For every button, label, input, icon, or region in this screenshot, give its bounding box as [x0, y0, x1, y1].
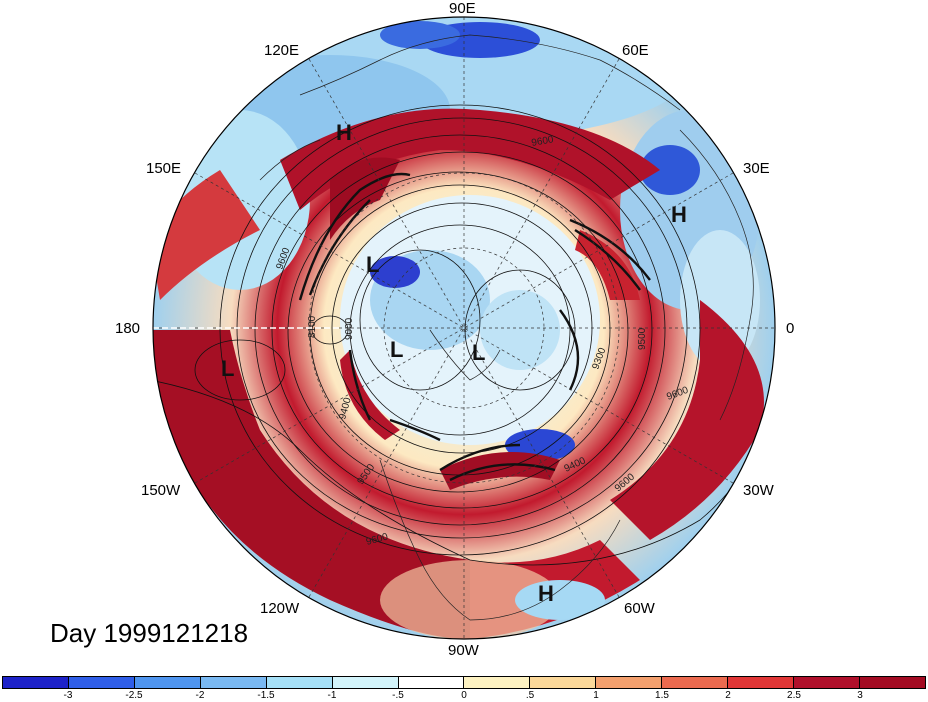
longitude-label-30e: 30E — [743, 160, 770, 177]
longitude-label-60w: 60W — [624, 600, 655, 617]
colorbar-cell — [728, 677, 795, 688]
graticule — [153, 17, 775, 639]
pressure-center-h-siberia: H — [336, 120, 352, 145]
colorbar-label: 1.5 — [655, 690, 669, 701]
colorbar-cell — [398, 677, 465, 688]
longitude-label-90e: 90E — [449, 0, 476, 17]
contour-label: 9600 — [531, 134, 555, 149]
colorbar — [2, 676, 926, 689]
pressure-center-h-europe: H — [671, 202, 687, 227]
longitude-label-120e: 120E — [264, 42, 300, 59]
jet-stream-contours — [298, 172, 651, 482]
colorbar-label: -2 — [195, 690, 205, 701]
colorbar-label: 2 — [725, 690, 731, 701]
colorbar-labels: -3 -2.5 -2 -1.5 -1 -.5 0 .5 1 1.5 2 2.5 3 — [0, 690, 928, 702]
contour-label: 9000 — [344, 317, 355, 340]
colorbar-label: .5 — [525, 690, 535, 701]
longitude-label-120w: 120W — [260, 600, 300, 617]
colorbar-label: 1 — [593, 690, 599, 701]
coastlines — [259, 34, 754, 621]
pressure-center-h-south-america: H — [538, 581, 554, 606]
pressure-center-l-arctic-2: L — [472, 340, 485, 365]
colorbar-cell — [68, 677, 135, 688]
contour-label: 9500 — [637, 327, 648, 350]
colorbar-cell — [464, 677, 531, 688]
map-title: Day 1999121218 — [50, 618, 249, 648]
colorbar-cell — [662, 677, 729, 688]
colorbar-cell — [332, 677, 399, 688]
colorbar-cell — [859, 677, 925, 688]
colorbar-label: 2.5 — [787, 690, 801, 701]
longitude-label-0: 0 — [786, 320, 795, 337]
contour-label: 8100 — [307, 315, 318, 338]
longitude-label-60e: 60E — [622, 42, 649, 59]
colorbar-label: -1 — [327, 690, 337, 701]
colorbar-label: -.5 — [392, 690, 404, 701]
colorbar-cell — [530, 677, 597, 688]
map-boundary — [152, 16, 776, 640]
colorbar-label: 3 — [857, 690, 863, 701]
colorbar-cell — [3, 677, 69, 688]
pressure-center-l-pacific-east: L — [221, 356, 234, 381]
colorbar-label: -1.5 — [257, 690, 275, 701]
colorbar-label: -3 — [63, 690, 73, 701]
pressure-center-l-pacific-north: L — [366, 252, 379, 277]
pressure-center-l-arctic-1: L — [390, 337, 403, 362]
longitude-label-180: 180 — [115, 320, 141, 337]
colorbar-cell — [596, 677, 663, 688]
colorbar-label: -2.5 — [125, 690, 143, 701]
colorbar-cell — [200, 677, 267, 688]
colorbar-cell — [794, 677, 860, 688]
colorbar-cell — [134, 677, 201, 688]
anomaly-field — [153, 17, 775, 639]
longitude-label-150e: 150E — [146, 160, 182, 177]
colorbar-cell — [266, 677, 333, 688]
colorbar-label: 0 — [461, 690, 467, 701]
longitude-label-150w: 150W — [141, 482, 181, 499]
longitude-label-30w: 30W — [743, 482, 774, 499]
longitude-label-90w: 90W — [448, 642, 479, 659]
